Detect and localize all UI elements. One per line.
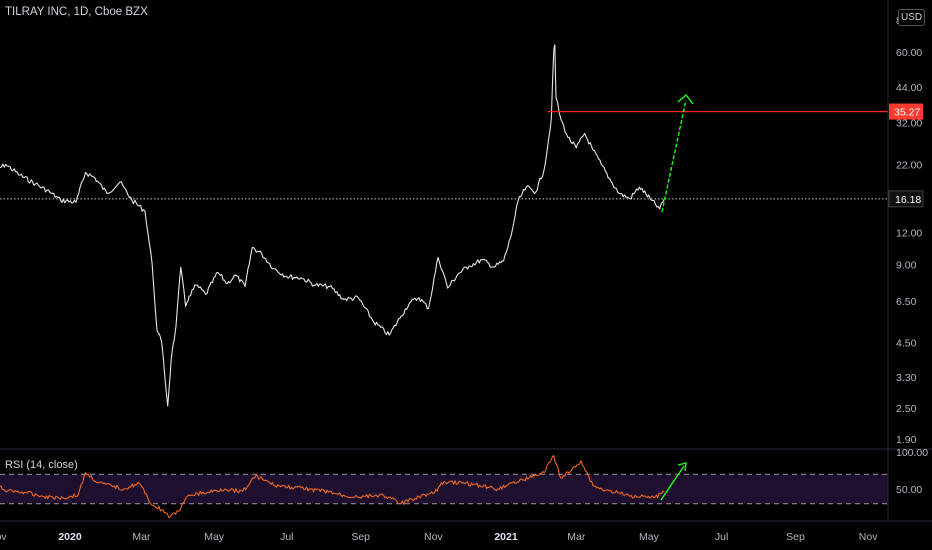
- time-tick-label: Mar: [567, 531, 586, 543]
- resistance-price-label: 35.27: [894, 107, 920, 119]
- rsi-line[interactable]: [0, 454, 665, 518]
- rsi-tick-label: 100.00: [896, 447, 928, 459]
- arrowhead-icon: [677, 93, 694, 105]
- price-tick-label: 4.50: [896, 337, 917, 349]
- price-tick-label: 9.00: [896, 260, 917, 272]
- chart-title: TILRAY INC, 1D, Cboe BZX: [5, 6, 148, 18]
- price-tick-label: 60.00: [896, 47, 922, 59]
- time-tick-label: Nov: [0, 531, 7, 543]
- time-tick-label: Nov: [424, 531, 443, 543]
- price-tick-label: 12.00: [896, 227, 922, 239]
- rsi-arrowhead-icon: [677, 462, 687, 472]
- price-tick-label: 3.30: [896, 372, 917, 384]
- time-tick-label: Sep: [351, 531, 370, 543]
- rsi-title[interactable]: RSI (14, close): [5, 459, 78, 471]
- last-price-label: 16.18: [895, 194, 921, 206]
- rsi-pane[interactable]: [0, 454, 888, 518]
- time-tick-label: May: [639, 531, 660, 543]
- price-pane[interactable]: [0, 44, 888, 407]
- time-tick-label: Sep: [786, 531, 805, 543]
- time-tick-label: Nov: [859, 531, 878, 543]
- rsi-band: [0, 474, 888, 504]
- price-line[interactable]: [0, 44, 665, 407]
- currency-badge[interactable]: USD: [898, 9, 925, 26]
- price-tick-label: 6.50: [896, 296, 917, 308]
- rsi-tick-label: 50.00: [896, 484, 922, 496]
- time-tick-label: 2020: [58, 531, 82, 543]
- time-tick-label: Jul: [715, 531, 728, 543]
- price-tick-label: 44.00: [896, 82, 922, 94]
- price-tick-label: 22.00: [896, 159, 922, 171]
- arrow-up-icon[interactable]: [661, 99, 687, 213]
- resistance-price-tag: [889, 103, 923, 120]
- price-tick-label: 32.00: [896, 117, 922, 129]
- time-tick-label: Jul: [280, 531, 293, 543]
- rsi-arrow-up-icon[interactable]: [660, 465, 685, 501]
- annotations: [547, 93, 888, 501]
- price-tick-label: 1.90: [896, 434, 917, 446]
- last-price-tag: [888, 190, 924, 208]
- time-tick-label: 2021: [494, 531, 518, 543]
- time-tick-label: Mar: [132, 531, 151, 543]
- price-tick-label: 2.50: [896, 403, 917, 415]
- time-tick-label: May: [204, 531, 225, 543]
